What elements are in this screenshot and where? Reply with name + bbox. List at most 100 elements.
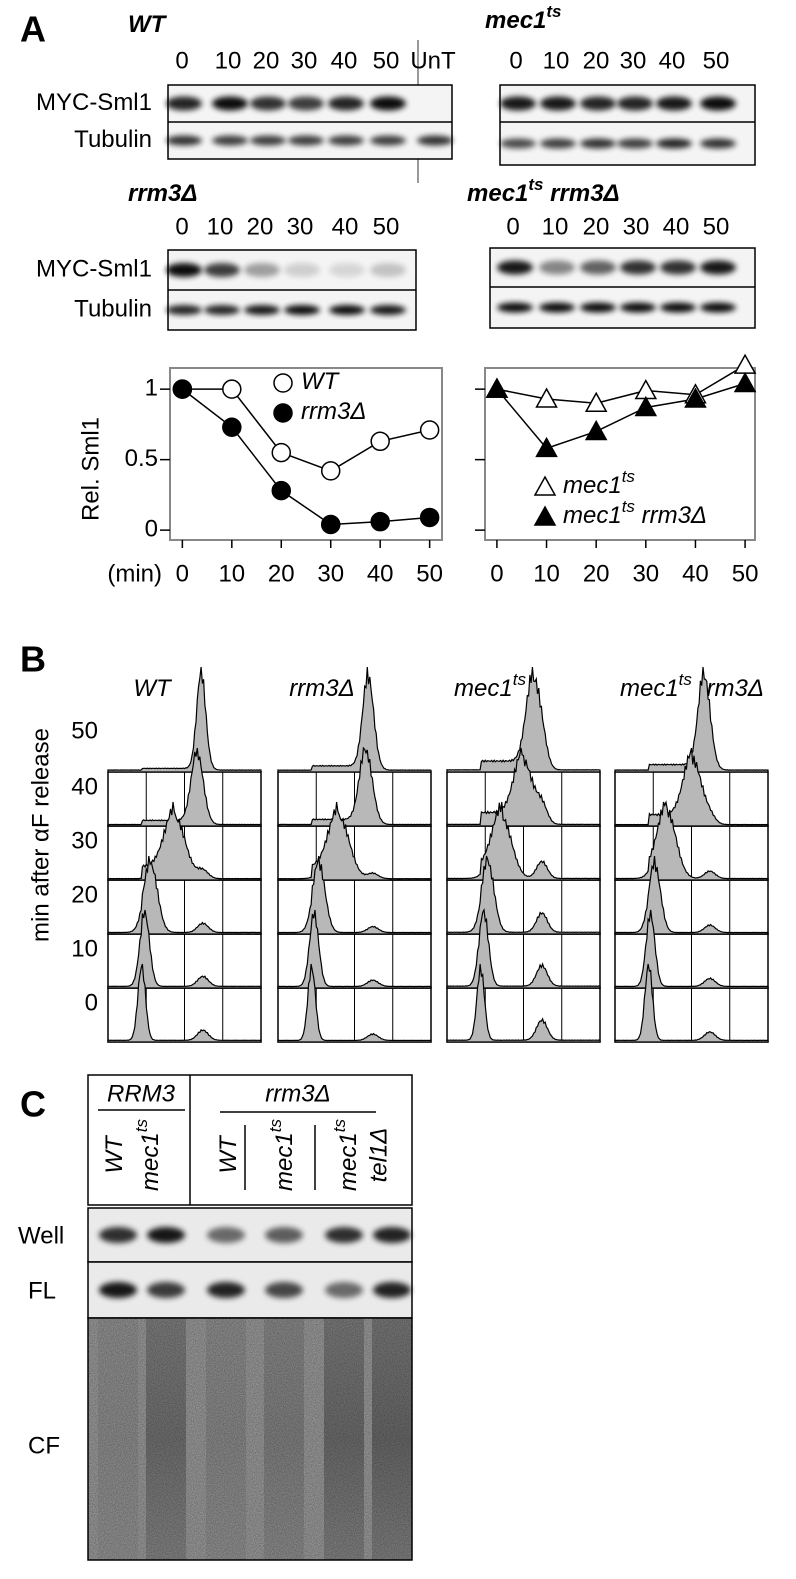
label-superscript: ts [266, 1119, 285, 1133]
blot-title: mec1ts [485, 2, 562, 34]
histogram [446, 855, 601, 935]
histogram [107, 747, 262, 827]
histogram [614, 963, 769, 1043]
legend-marker [533, 475, 557, 496]
blot-band [284, 263, 320, 277]
data-line [496, 364, 746, 405]
legend-label: mec1ts [563, 467, 635, 499]
histogram [107, 909, 262, 989]
blot-band [617, 96, 653, 111]
y-axis-label: min after αF release [27, 728, 54, 942]
histogram [277, 963, 432, 1043]
label-text: rrm3Δ [128, 180, 197, 207]
histogram [107, 666, 262, 773]
lane-label: 30 [623, 213, 650, 240]
gel-band [147, 1227, 185, 1243]
blot-band [370, 96, 406, 111]
data-point [222, 417, 242, 437]
y-tick-label: 0.5 [125, 445, 158, 472]
gel-band [207, 1282, 245, 1298]
blot-band [370, 135, 406, 146]
data-point [485, 377, 509, 398]
blot-band [620, 260, 656, 275]
row-label: MYC-Sml1 [36, 89, 152, 116]
label-superscript: ts [513, 670, 527, 689]
blot-band [284, 305, 320, 315]
blot-band [656, 138, 692, 149]
lane-label: 0 [506, 213, 519, 240]
y-tick-label: 0 [145, 515, 158, 542]
plot-frame [169, 367, 443, 541]
column-title: WT [133, 675, 173, 702]
histogram [446, 666, 601, 773]
blot-band [539, 260, 575, 275]
blot-band [370, 263, 406, 277]
blot-band [329, 263, 365, 277]
group-label: RRM3 [107, 1080, 176, 1107]
lane-label: WT [101, 1134, 128, 1174]
histogram [277, 855, 432, 935]
legend-text: WT [301, 368, 341, 395]
row-label: MYC-Sml1 [36, 255, 152, 282]
lane-label: 0 [175, 47, 188, 74]
label-text: mec1 [335, 1132, 362, 1191]
data-point [419, 420, 440, 440]
row-label: 20 [71, 881, 98, 908]
legend-marker [273, 403, 293, 423]
lane-label: 40 [663, 213, 690, 240]
blot-band [540, 138, 576, 149]
x-tick-label: 10 [533, 560, 560, 587]
blot-band [660, 302, 696, 313]
histogram [277, 909, 432, 989]
lane-label: 40 [332, 213, 359, 240]
blot-band [212, 135, 248, 146]
lane-label: 30 [287, 213, 314, 240]
lane-label: 20 [247, 213, 274, 240]
blot-title: mec1ts rrm3Δ [467, 175, 620, 207]
y-tick-label: 1 [145, 374, 158, 401]
histogram [446, 963, 601, 1043]
gel-noise [88, 1318, 412, 1560]
blot-band [580, 138, 616, 149]
blot-band [166, 135, 202, 146]
data-point [370, 431, 390, 452]
x-axis-label: (min) [107, 560, 162, 587]
lane-label: 20 [583, 213, 610, 240]
x-tick-label: 0 [490, 560, 503, 587]
legend-label: WT [301, 368, 341, 395]
group-label: rrm3Δ [265, 1080, 330, 1107]
lane-label: tel1Δ [365, 1128, 392, 1183]
blot-band [497, 302, 533, 313]
histogram [446, 908, 601, 989]
label-text: WT [128, 11, 168, 38]
blot-band [244, 263, 280, 277]
blot-band [329, 305, 365, 315]
label-text: mec1 [271, 1132, 298, 1191]
data-point [222, 379, 242, 399]
blot-band [328, 135, 364, 146]
data-point [584, 391, 608, 412]
blot-band [497, 260, 533, 275]
legend-text: mec1 [563, 472, 622, 499]
data-point [634, 395, 658, 417]
lane-label: WT [215, 1134, 242, 1174]
blot-band [580, 96, 616, 111]
lane-label: 10 [215, 47, 242, 74]
y-axis-label: Rel. Sml1 [77, 417, 104, 521]
blot-band [166, 305, 202, 315]
histogram [614, 855, 769, 935]
data-point [535, 436, 558, 458]
x-tick-label: 10 [218, 560, 245, 587]
histogram [277, 801, 432, 881]
histogram [446, 747, 601, 827]
blot-band [500, 138, 536, 149]
legend-superscript: ts [622, 497, 636, 516]
label-text: mec1 [485, 7, 546, 34]
panel-label: C [20, 1084, 46, 1125]
legend-marker [533, 505, 557, 526]
lane-label: 50 [373, 47, 400, 74]
x-tick-label: 40 [367, 560, 394, 587]
lane-label: 10 [543, 47, 570, 74]
row-label: Well [18, 1222, 64, 1249]
data-point [584, 419, 608, 441]
